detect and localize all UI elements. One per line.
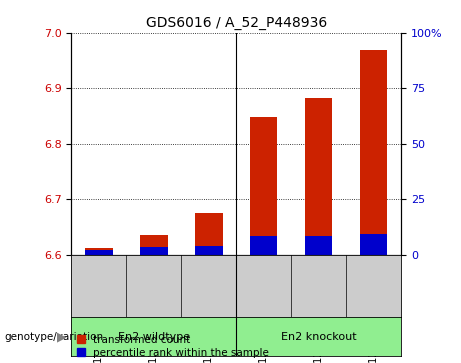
- Bar: [250, 117, 278, 255]
- Text: ▶: ▶: [57, 330, 67, 343]
- Bar: [305, 98, 332, 255]
- Bar: [85, 250, 112, 255]
- Bar: [305, 236, 332, 255]
- Text: En2 knockout: En2 knockout: [281, 331, 356, 342]
- Bar: [85, 248, 112, 255]
- Bar: [195, 246, 223, 255]
- Bar: [250, 236, 278, 255]
- Bar: [360, 50, 387, 255]
- Text: genotype/variation: genotype/variation: [5, 331, 104, 342]
- Text: En2 wildtype: En2 wildtype: [118, 331, 190, 342]
- Bar: [140, 247, 168, 255]
- Bar: [140, 235, 168, 255]
- Bar: [360, 234, 387, 255]
- Title: GDS6016 / A_52_P448936: GDS6016 / A_52_P448936: [146, 16, 327, 30]
- Bar: [195, 213, 223, 255]
- Legend: transformed count, percentile rank within the sample: transformed count, percentile rank withi…: [77, 335, 269, 358]
